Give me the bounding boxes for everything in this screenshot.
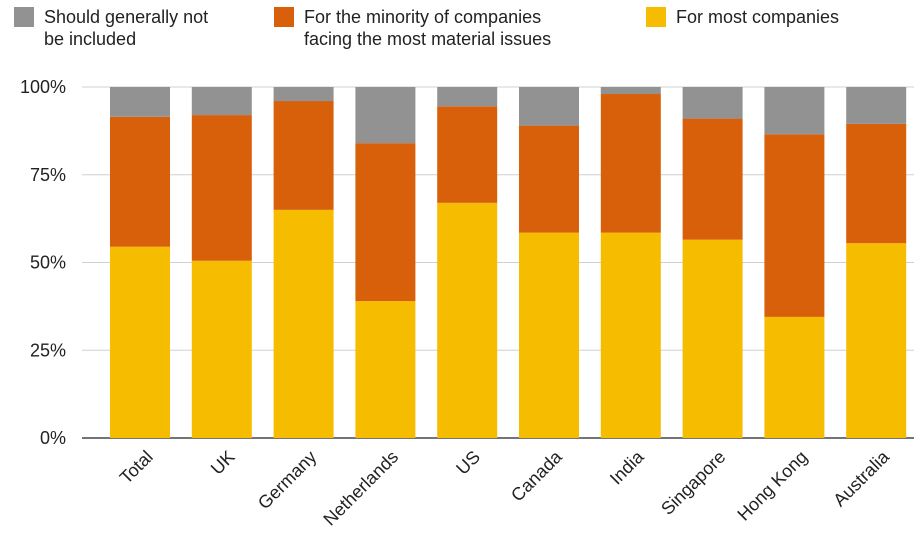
y-tick-label: 50% xyxy=(30,253,66,273)
bar-segment xyxy=(110,116,170,247)
legend-label-minority: For the minority of companies facing the… xyxy=(304,7,552,49)
bar-segment xyxy=(846,243,907,438)
bar-segment xyxy=(273,209,334,438)
x-tick-label: Netherlands xyxy=(319,447,402,530)
bar-segment xyxy=(110,246,170,438)
legend-item-most: For most companies xyxy=(646,6,839,28)
bar-segment xyxy=(764,87,825,135)
bar-segment xyxy=(682,87,743,119)
bar-segment xyxy=(846,123,907,244)
bar-segment xyxy=(110,87,170,117)
legend-swatch-yellow xyxy=(646,7,666,27)
y-axis: 0% 25% 50% 75% 100% xyxy=(20,77,66,448)
bar-segment xyxy=(191,260,252,438)
y-tick-label: 75% xyxy=(30,165,66,185)
legend: Should generally not be included For the… xyxy=(0,6,920,66)
bar-segment xyxy=(355,301,416,438)
legend-item-minority: For the minority of companies facing the… xyxy=(274,6,551,50)
bar-segment xyxy=(355,87,416,144)
y-tick-label: 25% xyxy=(30,340,66,360)
legend-swatch-gray xyxy=(14,7,34,27)
x-tick-label: Canada xyxy=(507,446,566,505)
bar-segment xyxy=(764,316,825,438)
x-tick-label: UK xyxy=(207,447,239,479)
bar-segment xyxy=(600,232,661,438)
x-tick-label: Germany xyxy=(254,447,320,513)
legend-label-most: For most companies xyxy=(676,7,840,27)
bar-segment xyxy=(519,232,579,438)
bar-segment xyxy=(682,239,743,438)
bar-segment xyxy=(519,125,579,233)
x-axis: Total UK Germany Netherlands US Canada India Si… xyxy=(116,446,894,529)
legend-label-not-included: Should generally not be included xyxy=(44,7,209,49)
y-tick-label: 0% xyxy=(40,428,66,448)
bar-segment xyxy=(600,94,661,233)
x-tick-label: Australia xyxy=(829,446,893,510)
bar-segment xyxy=(437,202,498,438)
bars xyxy=(110,87,907,438)
bar-segment xyxy=(355,143,416,302)
y-tick-label: 100% xyxy=(20,77,66,97)
x-tick-label: India xyxy=(606,446,648,488)
legend-item-not-included: Should generally not be included xyxy=(14,6,208,50)
legend-swatch-orange xyxy=(274,7,294,27)
x-tick-label: Singapore xyxy=(657,447,729,519)
bar-segment xyxy=(846,87,907,124)
bar-segment xyxy=(600,87,661,95)
bar-segment xyxy=(682,118,743,240)
bar-segment xyxy=(519,87,579,126)
bar-segment xyxy=(191,87,252,116)
bar-segment xyxy=(273,101,334,210)
x-tick-label: Total xyxy=(116,447,157,488)
x-tick-label: Hong Kong xyxy=(733,447,811,525)
x-tick-label: US xyxy=(452,447,484,479)
bar-segment xyxy=(437,106,498,203)
bar-segment xyxy=(273,87,334,102)
bar-segment xyxy=(437,87,498,107)
bar-segment xyxy=(764,134,825,317)
bar-segment xyxy=(191,115,252,261)
